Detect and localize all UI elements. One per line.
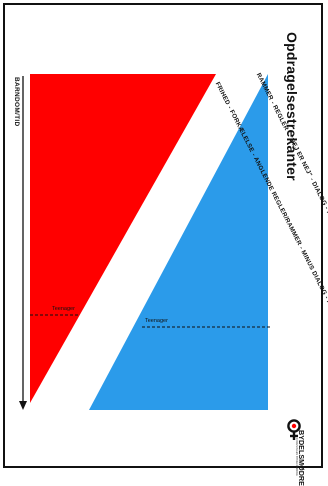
teenager-label-red: Teenager bbox=[52, 306, 75, 312]
timeline-label: BARNDOM/TID bbox=[13, 77, 20, 127]
timeline-arrowhead bbox=[19, 401, 27, 410]
bydelsmodre-logo bbox=[287, 419, 301, 440]
blue-triangle bbox=[89, 74, 268, 410]
teenager-label-blue: Teenager bbox=[145, 318, 168, 324]
logo-text: BYDELSMØDRE bbox=[297, 430, 306, 486]
venus-symbol-icon bbox=[287, 419, 301, 440]
red-triangle bbox=[30, 74, 216, 403]
triangle-diagram bbox=[19, 74, 272, 410]
logo-subtext: FORENINGEN BYDELSMØDRE bbox=[295, 438, 298, 476]
